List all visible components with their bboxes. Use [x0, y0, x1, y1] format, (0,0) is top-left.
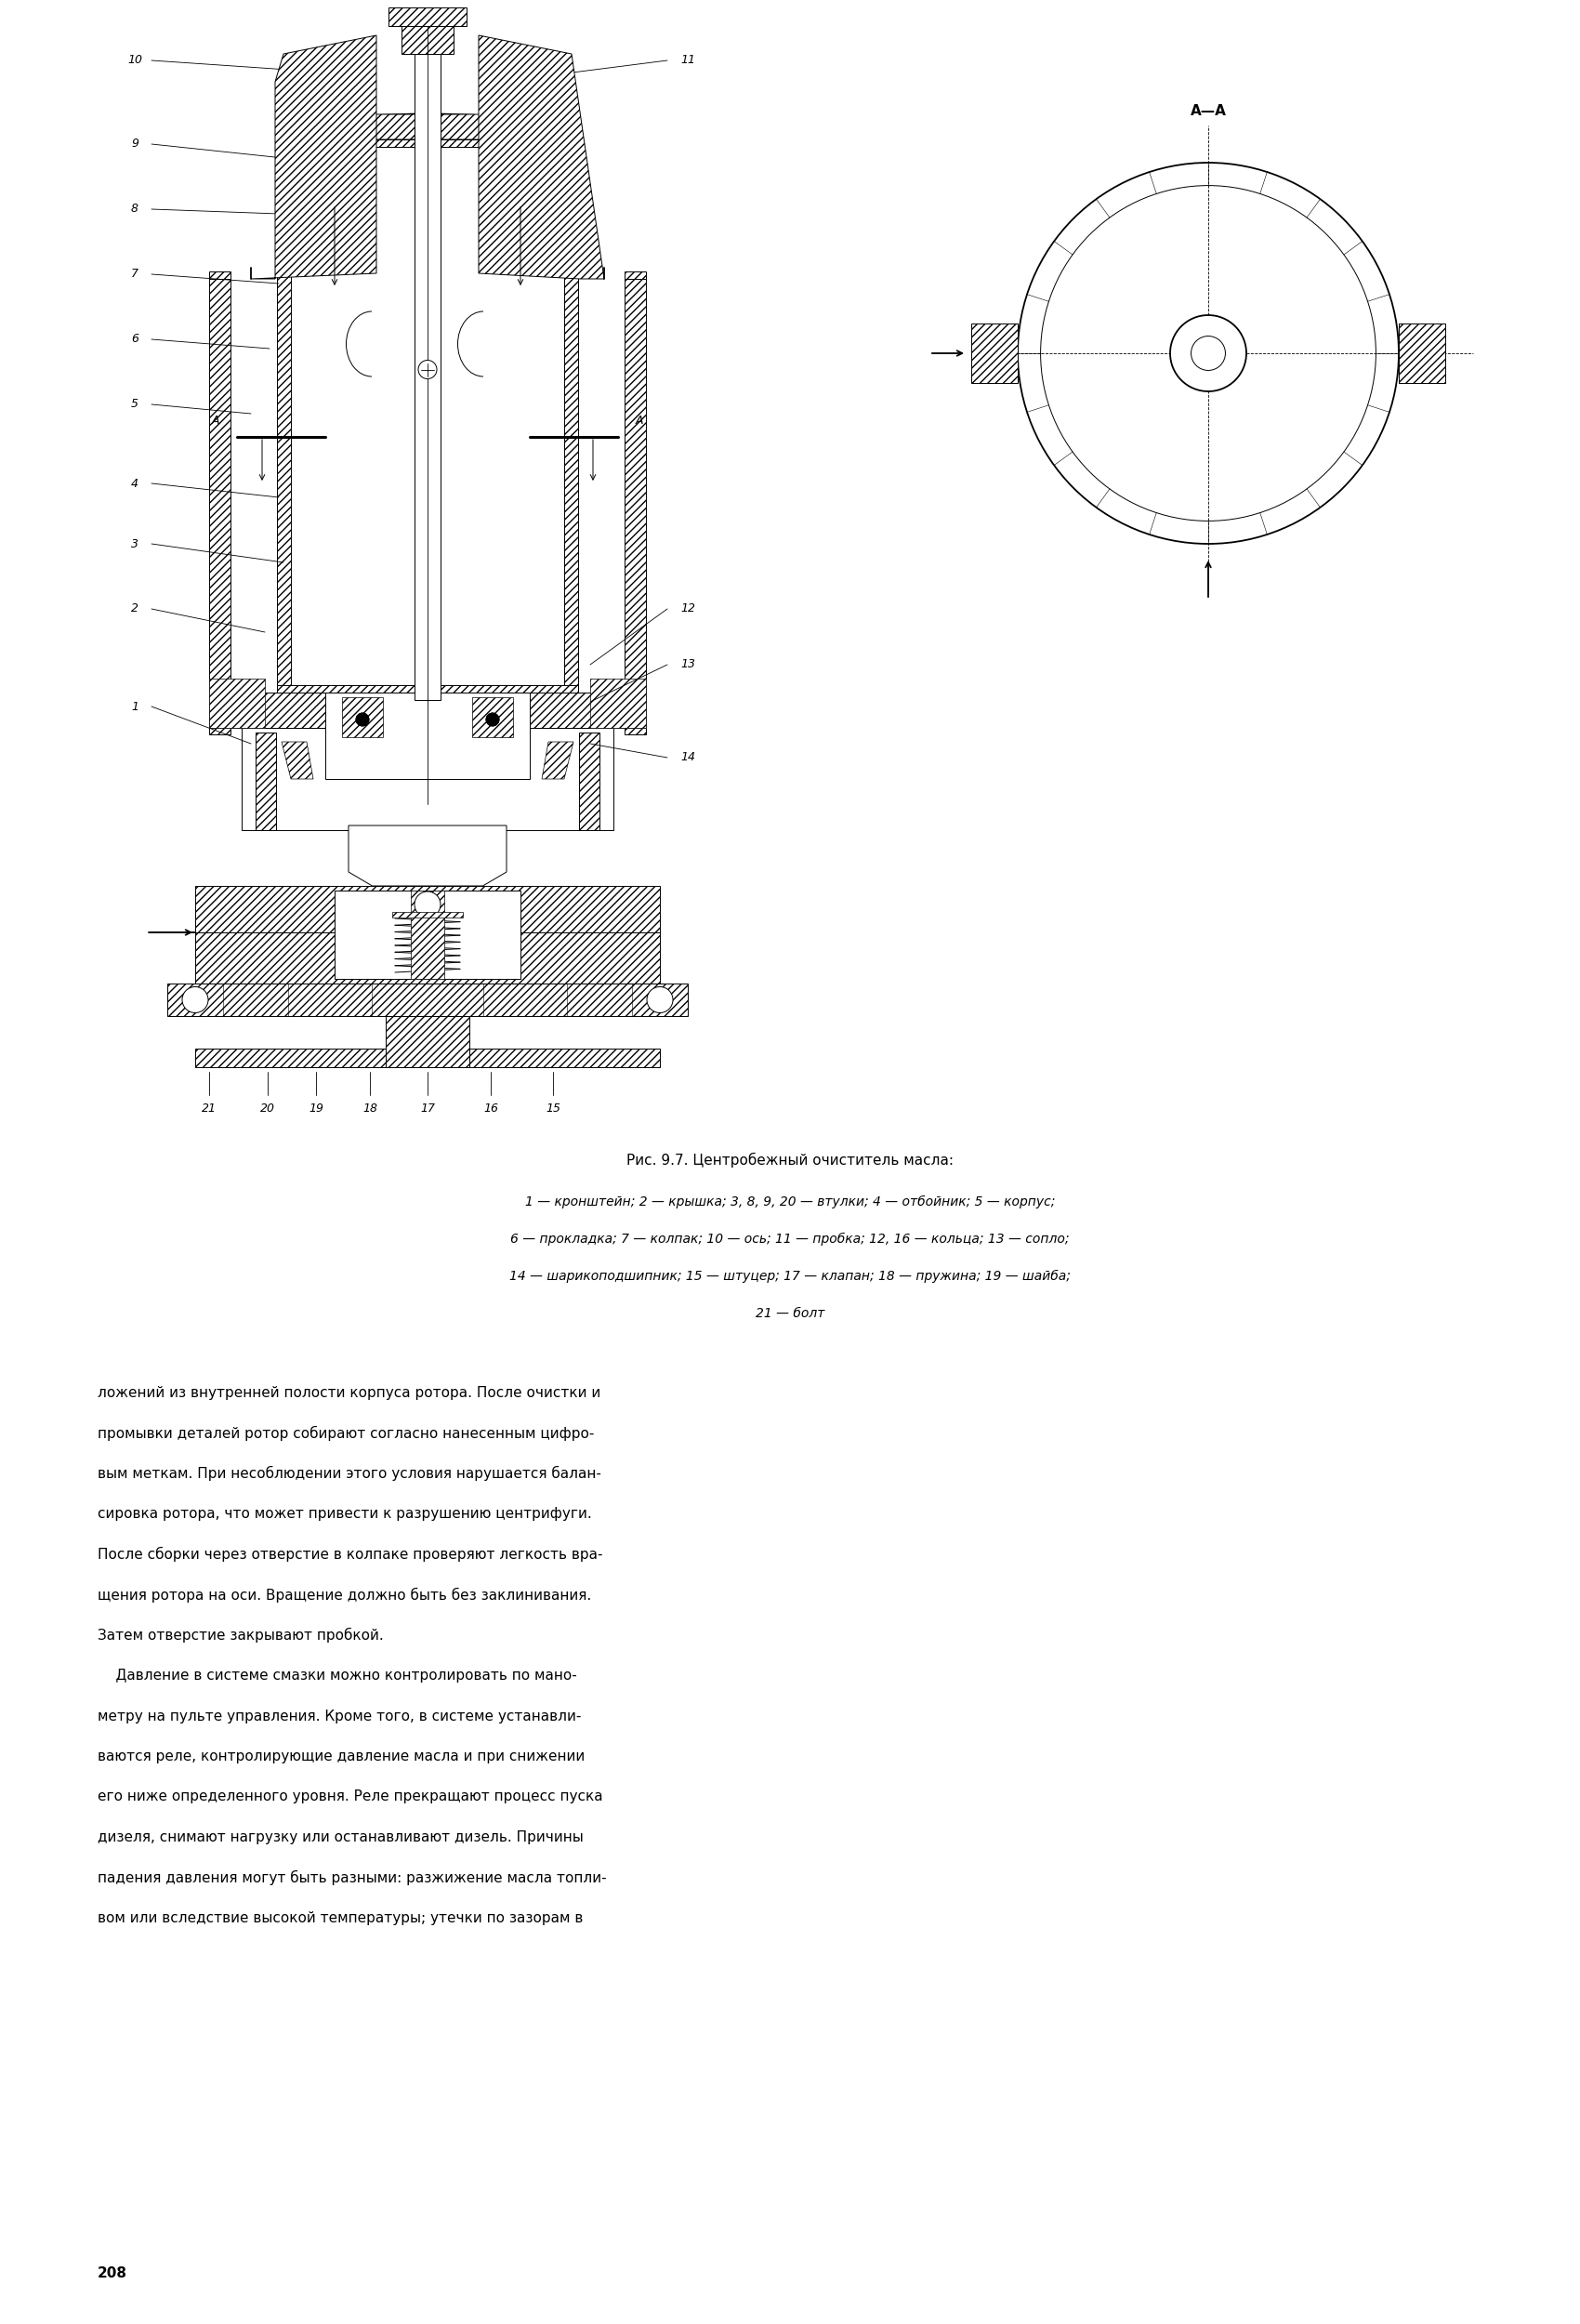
- Text: А: А: [212, 414, 220, 425]
- Text: 20: 20: [261, 1104, 275, 1116]
- Polygon shape: [401, 16, 453, 53]
- Text: После сборки через отверстие в колпаке проверяют легкость вра-: После сборки через отверстие в колпаке п…: [98, 1548, 602, 1562]
- Polygon shape: [209, 279, 231, 734]
- Polygon shape: [472, 697, 514, 737]
- Circle shape: [356, 713, 370, 725]
- Circle shape: [356, 713, 370, 725]
- Text: 6 — прокладка; 7 — колпак; 10 — ось; 11 — пробка; 12, 16 — кольца; 13 — сопло;: 6 — прокладка; 7 — колпак; 10 — ось; 11 …: [510, 1232, 1070, 1246]
- Text: 18: 18: [362, 1104, 378, 1116]
- Polygon shape: [335, 890, 520, 978]
- Polygon shape: [167, 983, 687, 1016]
- Polygon shape: [281, 741, 313, 779]
- Polygon shape: [349, 825, 507, 885]
- Text: 2: 2: [131, 602, 139, 616]
- Polygon shape: [251, 35, 376, 279]
- Text: ваются реле, контролирующие давление масла и при снижении: ваются реле, контролирующие давление мас…: [98, 1750, 585, 1764]
- Text: 10: 10: [128, 53, 142, 67]
- Text: падения давления могут быть разными: разжижение масла топли-: падения давления могут быть разными: раз…: [98, 1871, 607, 1885]
- Circle shape: [356, 713, 370, 725]
- Polygon shape: [564, 139, 578, 693]
- Text: вом или вследствие высокой температуры; утечки по зазорам в: вом или вследствие высокой температуры; …: [98, 1910, 583, 1924]
- Text: 21 — болт: 21 — болт: [755, 1306, 825, 1320]
- Polygon shape: [276, 139, 291, 693]
- Text: 5: 5: [131, 397, 139, 411]
- Polygon shape: [256, 732, 276, 830]
- Text: А: А: [635, 414, 643, 425]
- Polygon shape: [542, 741, 574, 779]
- Text: промывки деталей ротор собирают согласно нанесенным цифро-: промывки деталей ротор собирают согласно…: [98, 1425, 594, 1441]
- Circle shape: [1018, 163, 1398, 544]
- Polygon shape: [411, 890, 444, 978]
- Text: 19: 19: [308, 1104, 324, 1116]
- Polygon shape: [624, 272, 646, 279]
- Circle shape: [487, 713, 499, 725]
- Text: 11: 11: [681, 53, 695, 67]
- Text: вым меткам. При несоблюдении этого условия нарушается балан-: вым меткам. При несоблюдении этого услов…: [98, 1466, 602, 1480]
- Circle shape: [487, 713, 499, 725]
- Polygon shape: [196, 1048, 660, 1067]
- Polygon shape: [392, 911, 463, 918]
- Polygon shape: [276, 686, 578, 704]
- Polygon shape: [341, 697, 382, 737]
- Text: Давление в системе смазки можно контролировать по мано-: Давление в системе смазки можно контроли…: [98, 1669, 577, 1683]
- Text: 3: 3: [131, 537, 139, 551]
- Text: его ниже определенного уровня. Реле прекращают процесс пуска: его ниже определенного уровня. Реле прек…: [98, 1789, 604, 1803]
- Text: 14: 14: [681, 751, 695, 765]
- Polygon shape: [591, 679, 646, 727]
- Text: 7: 7: [131, 267, 139, 281]
- Text: 4: 4: [131, 476, 139, 490]
- Polygon shape: [972, 323, 1018, 383]
- Text: сировка ротора, что может привести к разрушению центрифуги.: сировка ротора, что может привести к раз…: [98, 1506, 592, 1520]
- Text: 15: 15: [545, 1104, 561, 1116]
- Text: Рис. 9.7. Центробежный очиститель масла:: Рис. 9.7. Центробежный очиститель масла:: [626, 1153, 954, 1167]
- Circle shape: [182, 988, 209, 1013]
- Polygon shape: [578, 732, 599, 830]
- Text: 1 — кронштейн; 2 — крышка; 3, 8, 9, 20 — втулки; 4 — отбойник; 5 — корпус;: 1 — кронштейн; 2 — крышка; 3, 8, 9, 20 —…: [525, 1195, 1055, 1208]
- Text: 12: 12: [681, 602, 695, 616]
- Text: 17: 17: [420, 1104, 435, 1116]
- Polygon shape: [1398, 323, 1446, 383]
- Text: метру на пульте управления. Кроме того, в системе устанавли-: метру на пульте управления. Кроме того, …: [98, 1708, 581, 1722]
- Text: 6: 6: [131, 332, 139, 346]
- Text: 21: 21: [202, 1104, 216, 1116]
- Polygon shape: [479, 35, 604, 279]
- Polygon shape: [242, 727, 613, 830]
- Polygon shape: [325, 693, 529, 779]
- Circle shape: [487, 713, 499, 725]
- Polygon shape: [209, 272, 231, 279]
- Polygon shape: [386, 1016, 469, 1067]
- Text: 1: 1: [131, 700, 139, 713]
- Circle shape: [419, 360, 436, 379]
- Circle shape: [1171, 316, 1247, 390]
- Polygon shape: [276, 114, 578, 139]
- Text: 13: 13: [681, 658, 695, 672]
- Text: 8: 8: [131, 202, 139, 216]
- Text: дизеля, снимают нагрузку или останавливают дизель. Причины: дизеля, снимают нагрузку или останавлива…: [98, 1831, 583, 1845]
- Text: 14 — шарикоподшипник; 15 — штуцер; 17 — клапан; 18 — пружина; 19 — шайба;: 14 — шарикоподшипник; 15 — штуцер; 17 — …: [509, 1269, 1071, 1283]
- Text: ложений из внутренней полости корпуса ротора. После очистки и: ложений из внутренней полости корпуса ро…: [98, 1385, 600, 1399]
- Circle shape: [646, 988, 673, 1013]
- Polygon shape: [414, 53, 441, 700]
- Circle shape: [1191, 337, 1226, 370]
- Circle shape: [1041, 186, 1376, 521]
- Circle shape: [414, 892, 441, 918]
- Text: щения ротора на оси. Вращение должно быть без заклинивания.: щения ротора на оси. Вращение должно быт…: [98, 1587, 591, 1601]
- Polygon shape: [196, 885, 660, 983]
- Polygon shape: [209, 679, 265, 727]
- Text: Затем отверстие закрывают пробкой.: Затем отверстие закрывают пробкой.: [98, 1627, 384, 1643]
- Text: 208: 208: [98, 2266, 128, 2280]
- Polygon shape: [276, 139, 578, 146]
- Polygon shape: [209, 693, 646, 727]
- Text: А—А: А—А: [1190, 105, 1226, 119]
- Text: 9: 9: [131, 137, 139, 151]
- Text: 16: 16: [483, 1104, 498, 1116]
- Polygon shape: [389, 7, 466, 26]
- Polygon shape: [624, 279, 646, 734]
